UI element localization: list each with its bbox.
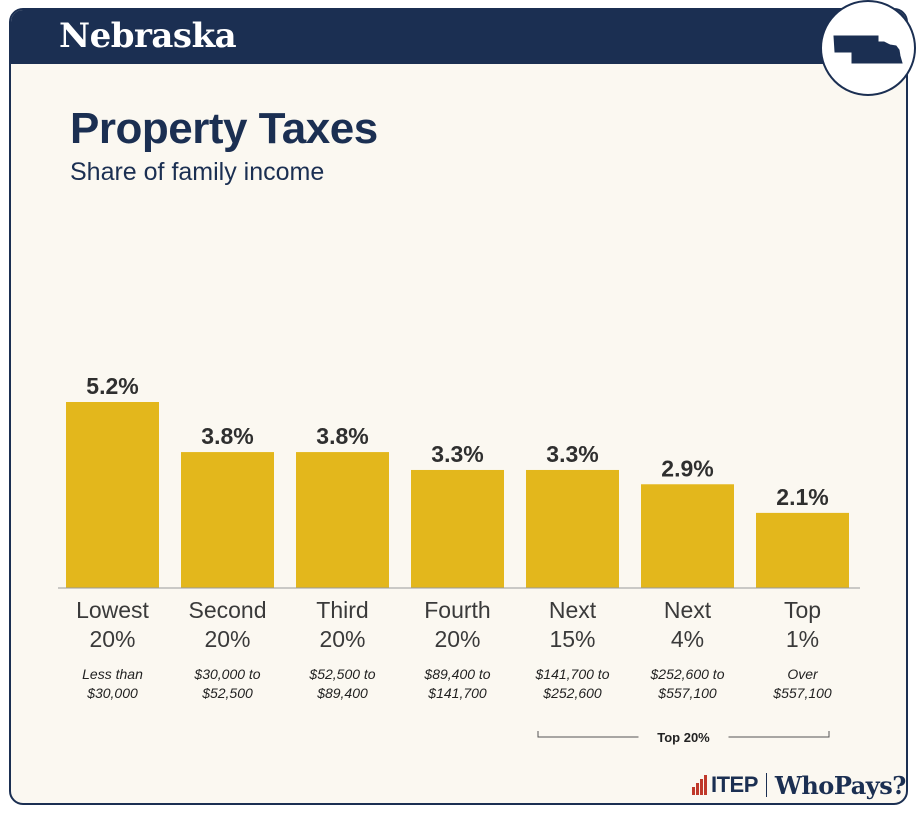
bracket-right xyxy=(728,731,830,738)
income-range-line2-3: $141,700 xyxy=(427,685,487,701)
category-share-2: 20% xyxy=(319,626,365,652)
top-group-bracket: Top 20% xyxy=(537,730,830,745)
bracket-left xyxy=(537,731,639,738)
header-band: Nebraska xyxy=(11,10,906,64)
category-label-4: Next xyxy=(549,597,597,623)
value-label-3: 3.3% xyxy=(431,441,483,467)
income-range-line1-3: $89,400 to xyxy=(423,666,490,682)
category-share-4: 15% xyxy=(549,626,595,652)
category-share-1: 20% xyxy=(204,626,250,652)
income-range-line2-6: $557,100 xyxy=(772,685,832,701)
bars-layer xyxy=(66,402,849,588)
footer-logo: ITEP WhoPays? xyxy=(692,770,906,800)
bar-3 xyxy=(411,469,504,588)
itep-bars-icon xyxy=(692,775,708,795)
income-range-line2-1: $52,500 xyxy=(201,685,253,701)
bar-5 xyxy=(641,484,734,588)
income-range-line1-2: $52,500 to xyxy=(308,666,375,682)
income-range-line2-2: $89,400 xyxy=(316,685,368,701)
category-label-1: Second xyxy=(188,597,266,623)
bar-0 xyxy=(66,402,159,588)
chart-title: Property Taxes xyxy=(70,104,378,153)
labels-layer: 5.2% Lowest 20% Less than $30,000 3.8% Second 2… xyxy=(76,373,832,701)
bar-1 xyxy=(181,452,274,588)
whopays-logo-text: WhoPays? xyxy=(774,770,906,800)
value-label-1: 3.8% xyxy=(201,423,253,449)
footer-divider xyxy=(765,773,767,797)
value-label-5: 2.9% xyxy=(661,455,713,481)
bar-6 xyxy=(756,512,849,588)
category-share-6: 1% xyxy=(786,626,819,652)
income-range-line2-5: $557,100 xyxy=(657,685,717,701)
income-range-line2-4: $252,600 xyxy=(542,685,602,701)
itep-logo-text: ITEP xyxy=(711,772,758,797)
category-share-5: 4% xyxy=(671,626,704,652)
value-label-4: 3.3% xyxy=(546,441,598,467)
category-label-0: Lowest xyxy=(76,597,149,623)
chart-subtitle: Share of family income xyxy=(70,158,325,186)
value-label-2: 3.8% xyxy=(316,423,368,449)
bar-2 xyxy=(296,452,389,588)
bracket-label: Top 20% xyxy=(657,730,710,745)
income-range-line1-6: Over xyxy=(787,666,819,682)
income-range-line1-0: Less than xyxy=(82,666,143,682)
income-range-line1-4: $141,700 to xyxy=(535,666,610,682)
value-label-6: 2.1% xyxy=(776,484,828,510)
category-label-6: Top xyxy=(784,597,821,623)
category-share-3: 20% xyxy=(434,626,480,652)
income-range-line2-0: $30,000 xyxy=(86,685,138,701)
income-range-line1-5: $252,600 to xyxy=(650,666,725,682)
value-label-0: 5.2% xyxy=(86,373,138,399)
income-range-line1-1: $30,000 to xyxy=(193,666,260,682)
category-label-2: Third xyxy=(316,597,368,623)
bar-4 xyxy=(526,469,619,588)
state-name: Nebraska xyxy=(59,16,237,56)
category-label-5: Next xyxy=(664,597,712,623)
category-label-3: Fourth xyxy=(424,597,490,623)
category-share-0: 20% xyxy=(89,626,135,652)
nebraska-state-outline-icon xyxy=(833,35,903,64)
state-badge xyxy=(820,0,916,96)
